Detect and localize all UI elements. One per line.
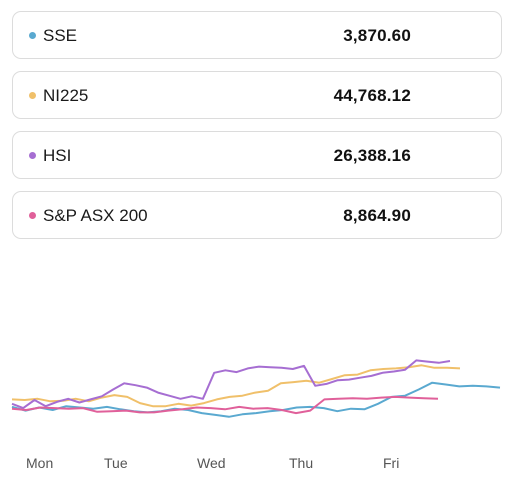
index-value: 44,768.12 <box>333 86 411 105</box>
index-name: S&P ASX 200 <box>43 206 148 225</box>
series-line <box>11 359 451 410</box>
series-color-dot <box>29 92 36 99</box>
x-tick-label: Mon <box>26 455 53 471</box>
series-color-dot <box>29 32 36 39</box>
index-line-chart: Mon Tue Wed Thu Fri <box>11 359 501 471</box>
index-value: 3,870.60 <box>343 26 411 45</box>
index-card-sse[interactable]: SSE 3,870.60 <box>12 11 502 59</box>
x-tick-label: Tue <box>104 455 128 471</box>
index-value: 26,388.16 <box>333 146 411 165</box>
series-color-dot <box>29 152 36 159</box>
index-name: HSI <box>43 146 72 165</box>
chart-lines <box>11 359 501 418</box>
series-line <box>11 395 439 415</box>
index-name: NI225 <box>43 86 89 105</box>
series-line <box>11 381 501 418</box>
series-color-dot <box>29 212 36 219</box>
x-tick-label: Thu <box>289 455 313 471</box>
index-card-sp-asx-200[interactable]: S&P ASX 200 8,864.90 <box>12 191 502 239</box>
index-value: 8,864.90 <box>343 206 411 225</box>
index-card-hsi[interactable]: HSI 26,388.16 <box>12 131 502 179</box>
x-tick-label: Fri <box>383 455 399 471</box>
index-card-ni225[interactable]: NI225 44,768.12 <box>12 71 502 119</box>
index-name: SSE <box>43 26 78 45</box>
x-tick-label: Wed <box>197 455 226 471</box>
index-card-list: SSE 3,870.60 NI225 44,768.12 HSI 26,388.… <box>12 11 502 251</box>
x-axis: Mon Tue Wed Thu Fri <box>26 455 399 471</box>
